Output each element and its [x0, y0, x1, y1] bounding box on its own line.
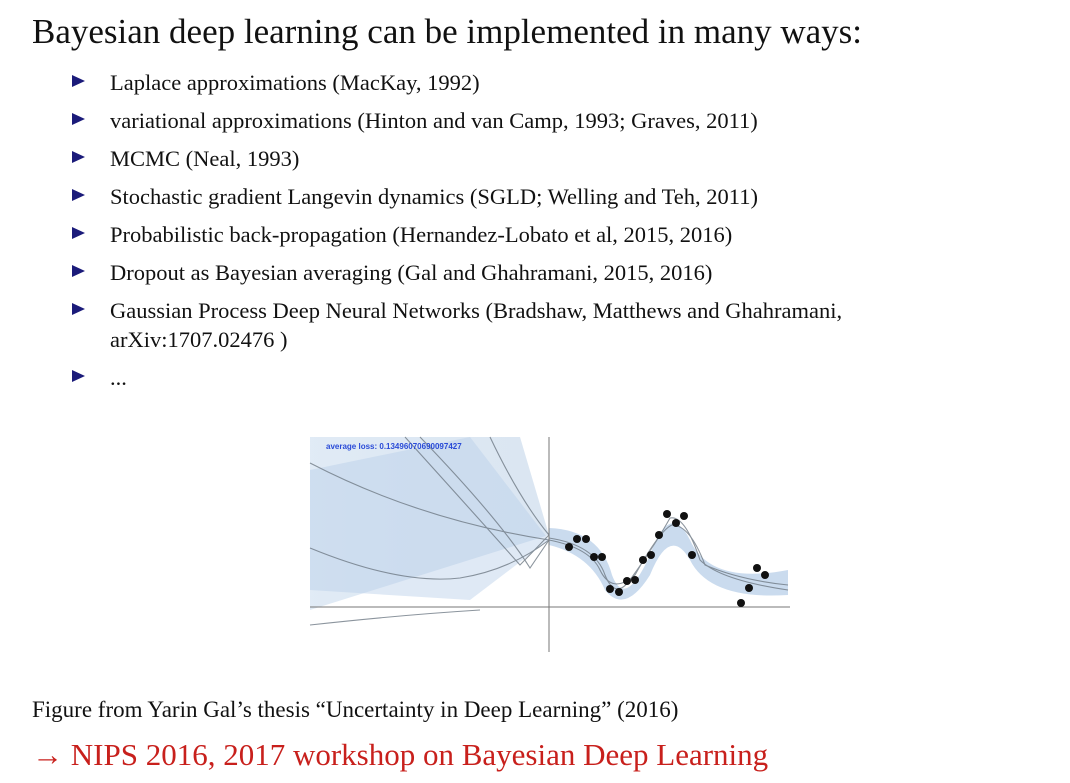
data-point: [672, 519, 680, 527]
data-point: [639, 556, 647, 564]
workshop-note: → NIPS 2016, 2017 workshop on Bayesian D…: [32, 737, 769, 772]
triangle-bullet-icon: [72, 151, 85, 163]
average-loss-label: average loss: 0.13496070690097427: [326, 442, 462, 451]
data-point: [655, 531, 663, 539]
bullet-item: Laplace approximations (MacKay, 1992): [70, 68, 842, 97]
uncertainty-band: [310, 437, 788, 610]
bullet-text: Gaussian Process Deep Neural Networks (B…: [110, 298, 843, 323]
data-point: [647, 551, 655, 559]
data-point: [582, 535, 590, 543]
data-point: [573, 535, 581, 543]
bullet-item: Gaussian Process Deep Neural Networks (B…: [70, 296, 842, 354]
data-point: [745, 584, 753, 592]
bullet-text: ...: [110, 365, 127, 390]
data-point: [615, 588, 623, 596]
data-point: [606, 585, 614, 593]
data-point: [663, 510, 671, 518]
data-point: [761, 571, 769, 579]
bullet-text: variational approximations (Hinton and v…: [110, 108, 758, 133]
figure-caption: Figure from Yarin Gal’s thesis “Uncertai…: [32, 697, 679, 722]
bullet-text: MCMC (Neal, 1993): [110, 146, 300, 171]
uncertainty-figure: average loss: 0.13496070690097427: [309, 436, 790, 652]
slide-title: Bayesian deep learning can be implemente…: [32, 12, 863, 51]
data-point: [680, 512, 688, 520]
bullet-text-continuation: arXiv:1707.02476 ): [110, 327, 288, 352]
triangle-bullet-icon: [72, 370, 85, 382]
data-point: [598, 553, 606, 561]
triangle-bullet-icon: [72, 189, 85, 201]
data-point: [688, 551, 696, 559]
data-point: [623, 577, 631, 585]
triangle-bullet-icon: [72, 75, 85, 87]
data-points: [565, 510, 769, 607]
data-point: [737, 599, 745, 607]
data-point: [631, 576, 639, 584]
bullet-item: Probabilistic back-propagation (Hernande…: [70, 220, 842, 249]
bullet-item: ...: [70, 363, 842, 392]
data-point: [590, 553, 598, 561]
bullet-text: Laplace approximations (MacKay, 1992): [110, 70, 480, 95]
bullet-text: Probabilistic back-propagation (Hernande…: [110, 222, 733, 247]
bullet-list: Laplace approximations (MacKay, 1992) va…: [70, 68, 842, 401]
bullet-item: Stochastic gradient Langevin dynamics (S…: [70, 182, 842, 211]
bullet-text: Stochastic gradient Langevin dynamics (S…: [110, 184, 758, 209]
triangle-bullet-icon: [72, 303, 85, 315]
bullet-item: Dropout as Bayesian averaging (Gal and G…: [70, 258, 842, 287]
triangle-bullet-icon: [72, 227, 85, 239]
data-point: [565, 543, 573, 551]
bullet-item: variational approximations (Hinton and v…: [70, 106, 842, 135]
data-point: [753, 564, 761, 572]
triangle-bullet-icon: [72, 113, 85, 125]
bullet-text: Dropout as Bayesian averaging (Gal and G…: [110, 260, 713, 285]
triangle-bullet-icon: [72, 265, 85, 277]
bullet-item: MCMC (Neal, 1993): [70, 144, 842, 173]
